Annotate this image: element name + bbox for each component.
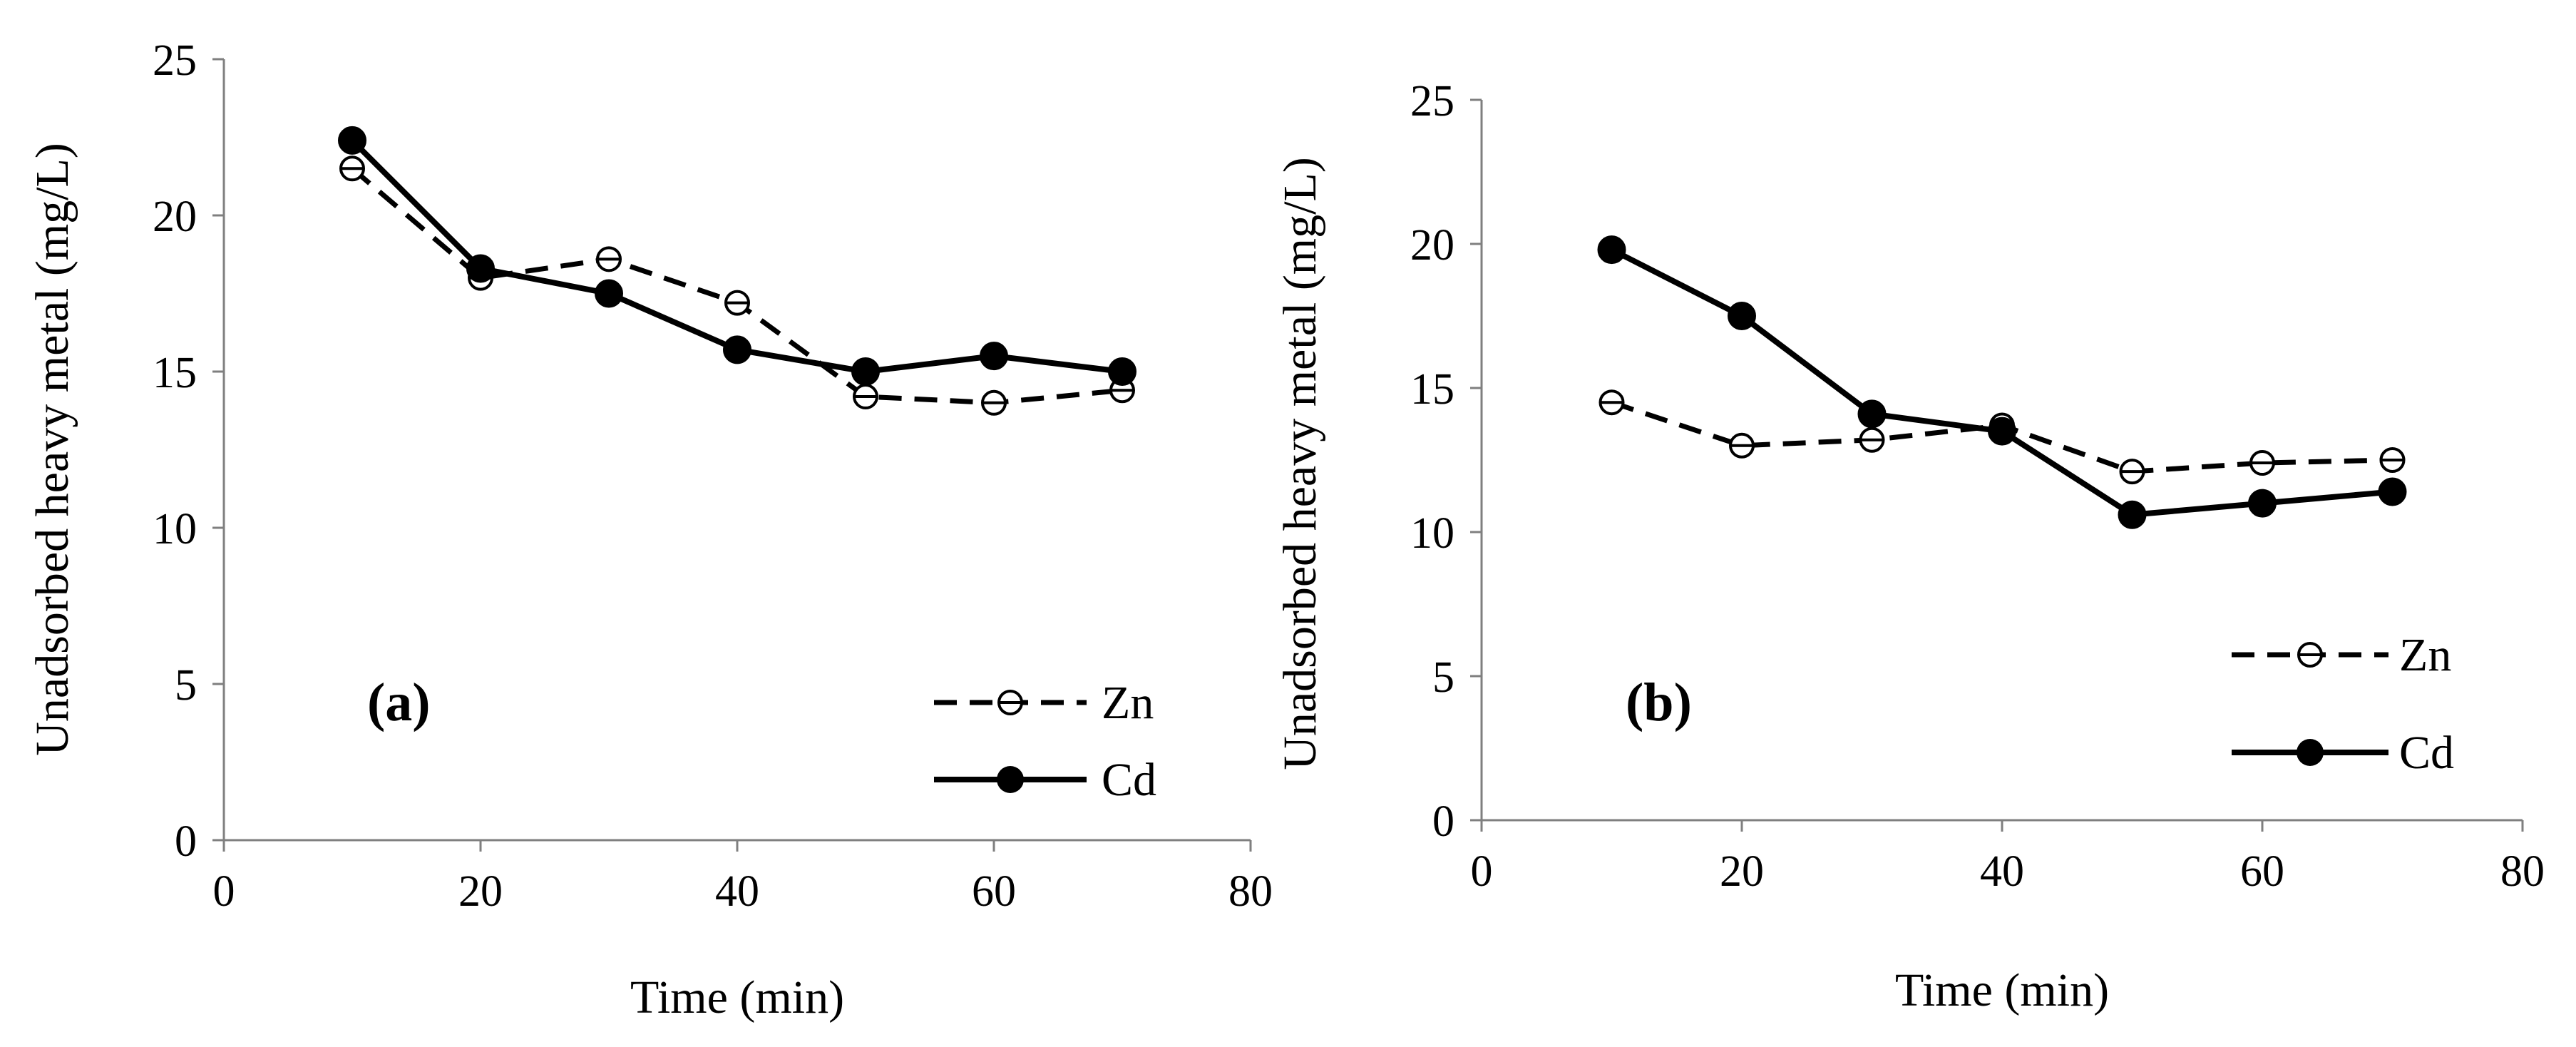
data-point-cd: [595, 279, 623, 308]
legend-marker-cd: [2297, 739, 2324, 766]
panel-label: (a): [367, 673, 431, 732]
legend-label-zn: Zn: [2399, 629, 2451, 681]
x-axis-title: Time (min): [630, 971, 844, 1023]
legend-marker-cd: [997, 766, 1024, 793]
data-point-cd: [466, 254, 495, 283]
x-tick-label: 40: [715, 867, 759, 916]
y-tick-label: 20: [153, 193, 197, 241]
y-axis-title: Unadsorbed heavy metal (mg/L): [26, 143, 78, 756]
y-tick-label: 0: [1432, 797, 1454, 846]
y-tick-label: 0: [175, 817, 197, 866]
x-tick-label: 40: [1980, 847, 2024, 896]
x-tick-label: 0: [1471, 847, 1493, 896]
data-point-cd: [1857, 399, 1887, 429]
y-tick-label: 5: [1432, 653, 1454, 702]
x-tick-label: 60: [972, 867, 1016, 916]
data-point-cd: [1988, 417, 2016, 446]
data-point-cd: [2118, 500, 2147, 529]
data-point-cd: [1728, 302, 1756, 330]
y-tick-label: 15: [1410, 365, 1454, 414]
data-point-cd: [723, 335, 751, 364]
x-tick-label: 0: [213, 867, 235, 916]
y-tick-label: 25: [153, 36, 197, 85]
data-point-cd: [980, 342, 1008, 371]
chart-b: 0 5 10 15 20 25 0 20 40 60 80 Time (min) Unadsorbed …: [1274, 77, 2545, 1016]
chart-a: 0 5 10 15 20 25 0 20 40 60 80 Time (min) Unadsorbed …: [26, 36, 1273, 1023]
y-axis-title: Unadsorbed heavy metal (mg/L): [1274, 157, 1326, 770]
y-tick-label: 10: [153, 505, 197, 553]
panel-label: (b): [1626, 673, 1692, 732]
y-tick-label: 5: [175, 661, 197, 710]
x-tick-label: 60: [2240, 847, 2284, 896]
data-point-cd: [2378, 477, 2407, 506]
series-line-zn: [350, 166, 1123, 406]
data-point-cd: [1597, 235, 1626, 265]
y-tick-label: 25: [1410, 77, 1454, 126]
legend-label-zn: Zn: [1102, 677, 1154, 729]
series-line-cd: [1610, 247, 2393, 518]
y-tick-label: 20: [1410, 221, 1454, 270]
y-tick-label: 15: [153, 349, 197, 397]
data-point-cd: [2248, 489, 2277, 518]
legend-label-cd: Cd: [2399, 727, 2454, 779]
x-tick-label: 80: [1228, 867, 1273, 916]
data-point-cd: [1108, 357, 1136, 386]
legend-label-cd: Cd: [1102, 754, 1156, 806]
data-point-cd: [338, 126, 366, 155]
data-point-cd: [851, 357, 880, 386]
x-tick-label: 20: [458, 867, 503, 916]
x-axis-title: Time (min): [1895, 964, 2109, 1016]
x-tick-label: 80: [2500, 847, 2545, 896]
y-tick-label: 10: [1410, 509, 1454, 558]
x-tick-label: 20: [1720, 847, 1764, 896]
